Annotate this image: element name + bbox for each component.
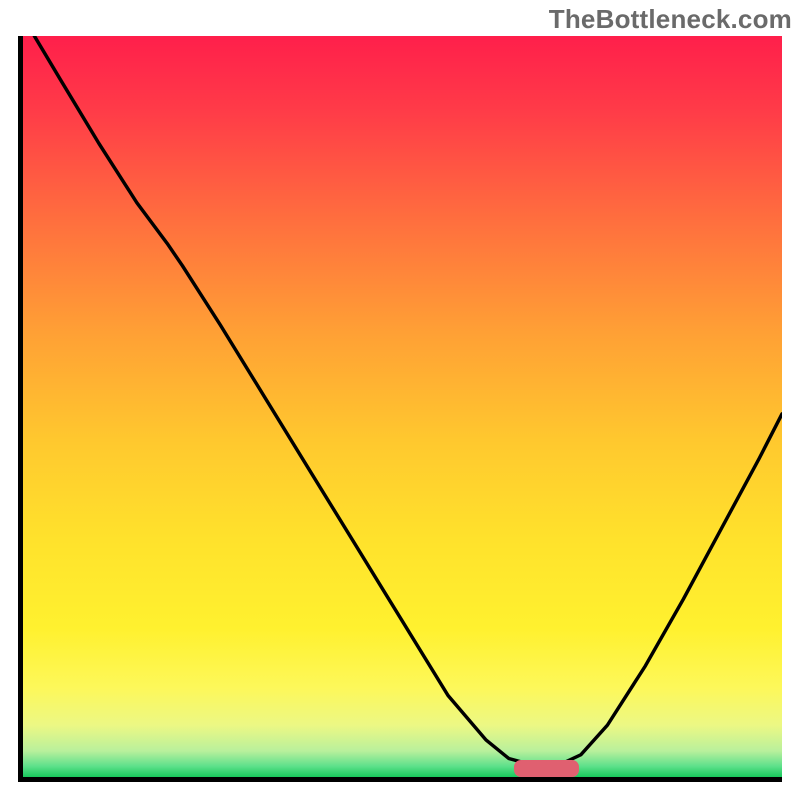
bottleneck-curve (23, 36, 782, 777)
watermark-text: TheBottleneck.com (549, 4, 792, 35)
bottleneck-chart (18, 36, 782, 782)
plot-area (18, 36, 782, 782)
optimal-range-marker (514, 760, 579, 776)
